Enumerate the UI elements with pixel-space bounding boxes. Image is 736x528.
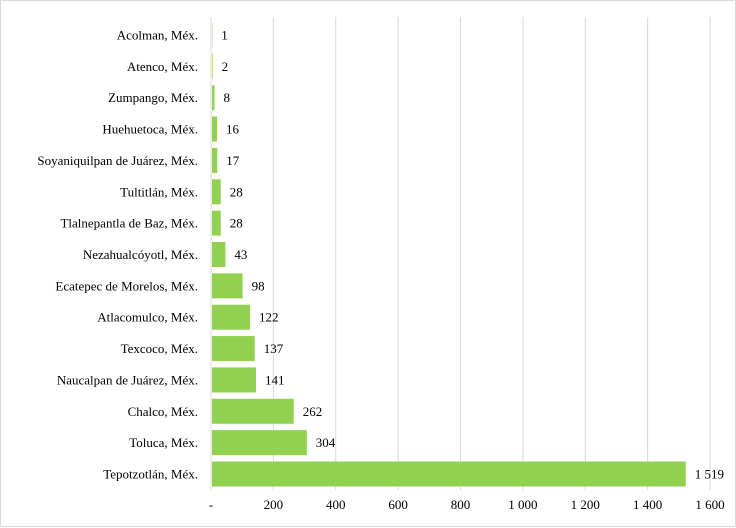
x-tick-label: 1 000 [508, 497, 537, 512]
category-label: Zumpango, Méx. [108, 90, 198, 105]
bar [212, 148, 217, 173]
x-tick-label: 800 [451, 497, 471, 512]
category-label: Soyaniquilpan de Juárez, Méx. [37, 153, 198, 168]
data-label: 1 519 [695, 467, 724, 482]
category-label: Chalco, Méx. [128, 404, 198, 419]
data-label: 122 [259, 310, 279, 325]
category-label: Tepotzotlán, Méx. [103, 467, 198, 482]
bar [212, 462, 686, 487]
category-label: Texcoco, Méx. [121, 341, 198, 356]
x-tick-label: 200 [264, 497, 284, 512]
bar [212, 273, 243, 298]
x-tick-label: - [209, 497, 213, 512]
x-tick-label: 1 200 [571, 497, 600, 512]
data-label: 2 [222, 59, 229, 74]
bar [212, 367, 256, 392]
bar [212, 54, 213, 79]
data-label: 262 [303, 404, 323, 419]
category-label: Nezahualcóyotl, Méx. [83, 247, 198, 262]
data-label: 16 [226, 122, 240, 137]
x-tick-label: 600 [388, 497, 408, 512]
bar [212, 430, 307, 455]
category-label: Toluca, Méx. [129, 435, 198, 450]
category-label: Tlalnepantla de Baz, Méx. [60, 216, 198, 231]
bar [212, 305, 250, 330]
category-label: Huehuetoca, Méx. [102, 122, 198, 137]
bar [212, 242, 225, 267]
data-label: 28 [230, 216, 243, 231]
bar [212, 399, 294, 424]
x-tick-label: 1 400 [633, 497, 662, 512]
bar [212, 179, 221, 204]
category-label: Tultitlán, Méx. [120, 184, 198, 199]
category-label: Atenco, Méx. [127, 59, 198, 74]
bar [212, 336, 255, 361]
bar [212, 117, 217, 142]
data-label: 137 [264, 341, 284, 356]
category-label: Naucalpan de Juárez, Méx. [57, 372, 198, 387]
x-tick-label: 1 600 [695, 497, 724, 512]
bar [212, 85, 214, 110]
data-label: 28 [230, 184, 243, 199]
data-label: 1 [221, 28, 228, 43]
data-label: 8 [223, 90, 230, 105]
category-label: Atlacomulco, Méx. [97, 310, 198, 325]
data-label: 304 [316, 435, 336, 450]
data-label: 98 [252, 278, 265, 293]
data-label: 17 [226, 153, 240, 168]
category-label: Ecatepec de Morelos, Méx. [55, 278, 198, 293]
data-label: 141 [265, 372, 285, 387]
category-label: Acolman, Méx. [117, 28, 198, 43]
x-tick-label: 400 [326, 497, 346, 512]
bar [212, 211, 221, 236]
data-label: 43 [234, 247, 247, 262]
